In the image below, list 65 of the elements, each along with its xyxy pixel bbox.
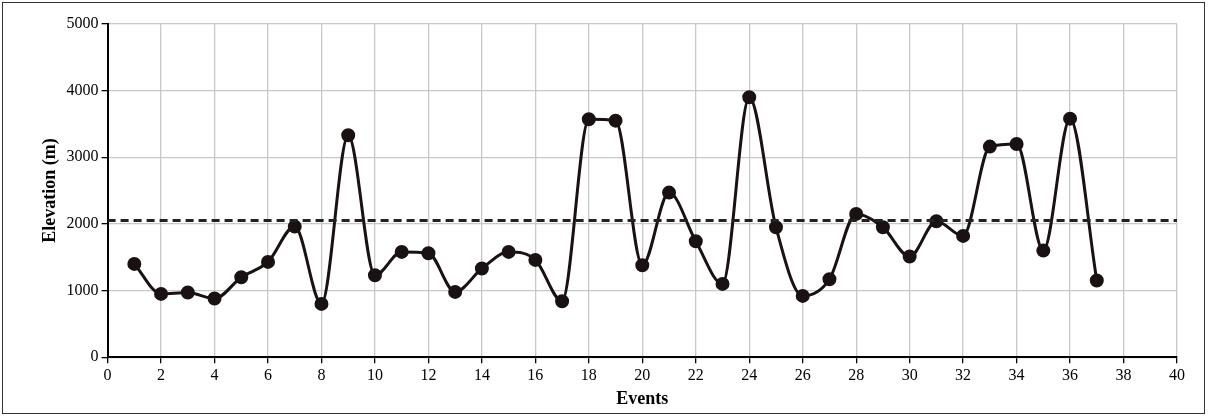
point	[635, 258, 650, 273]
y-tick-label: 5000	[66, 14, 99, 32]
point	[555, 294, 570, 309]
point	[154, 286, 169, 301]
point	[956, 228, 971, 243]
x-axis-title: Events	[616, 387, 669, 408]
point	[367, 268, 382, 283]
y-axis-title: Elevation (m)	[39, 138, 61, 243]
point	[1063, 111, 1078, 126]
point	[234, 270, 249, 285]
x-tick-label: 6	[264, 366, 273, 383]
point	[1036, 243, 1051, 258]
point	[341, 128, 356, 143]
x-tick-label: 12	[420, 366, 437, 383]
point	[662, 185, 677, 200]
x-tick-label: 10	[366, 366, 383, 383]
x-tick-label: 4	[210, 366, 219, 383]
x-tick-label: 26	[794, 366, 811, 383]
x-tick-label: 24	[741, 366, 758, 383]
x-tick-label: 16	[527, 366, 544, 383]
x-tick-label: 2	[157, 366, 166, 383]
x-tick-label: 20	[634, 366, 651, 383]
point	[608, 113, 623, 128]
y-tick-label: 2000	[66, 214, 99, 232]
point	[501, 244, 516, 259]
x-tick-label: 0	[103, 366, 112, 383]
x-tick-label: 34	[1008, 366, 1025, 383]
point	[287, 219, 302, 234]
point	[314, 296, 329, 311]
point	[875, 220, 890, 235]
point	[528, 252, 543, 267]
x-tick-label: 36	[1062, 366, 1079, 383]
point	[715, 276, 730, 291]
y-tick-label: 4000	[66, 80, 99, 98]
point	[581, 112, 596, 127]
point	[822, 272, 837, 287]
point	[1089, 273, 1104, 288]
x-tick-label: 30	[901, 366, 918, 383]
x-tick-label: 40	[1169, 366, 1185, 383]
point	[180, 285, 195, 300]
point	[902, 249, 917, 264]
point	[261, 254, 276, 269]
point	[1009, 136, 1024, 151]
point	[421, 246, 436, 261]
x-tick-label: 18	[580, 366, 597, 383]
y-tick-label: 0	[90, 347, 99, 365]
x-tick-label: 22	[687, 366, 704, 383]
point	[127, 256, 142, 271]
point	[795, 288, 810, 303]
x-tick-label: 28	[848, 366, 865, 383]
point	[688, 234, 703, 249]
point	[394, 244, 409, 259]
point	[207, 291, 222, 306]
point	[982, 139, 997, 154]
x-tick-label: 8	[317, 366, 326, 383]
point	[448, 284, 463, 299]
point	[742, 90, 757, 105]
x-tick-label: 14	[473, 366, 490, 383]
point	[768, 220, 783, 235]
point	[849, 206, 864, 221]
point	[474, 261, 489, 276]
y-tick-label: 1000	[66, 280, 99, 298]
y-tick-label: 3000	[66, 147, 99, 165]
x-tick-label: 38	[1115, 366, 1132, 383]
x-tick-label: 32	[955, 366, 972, 383]
